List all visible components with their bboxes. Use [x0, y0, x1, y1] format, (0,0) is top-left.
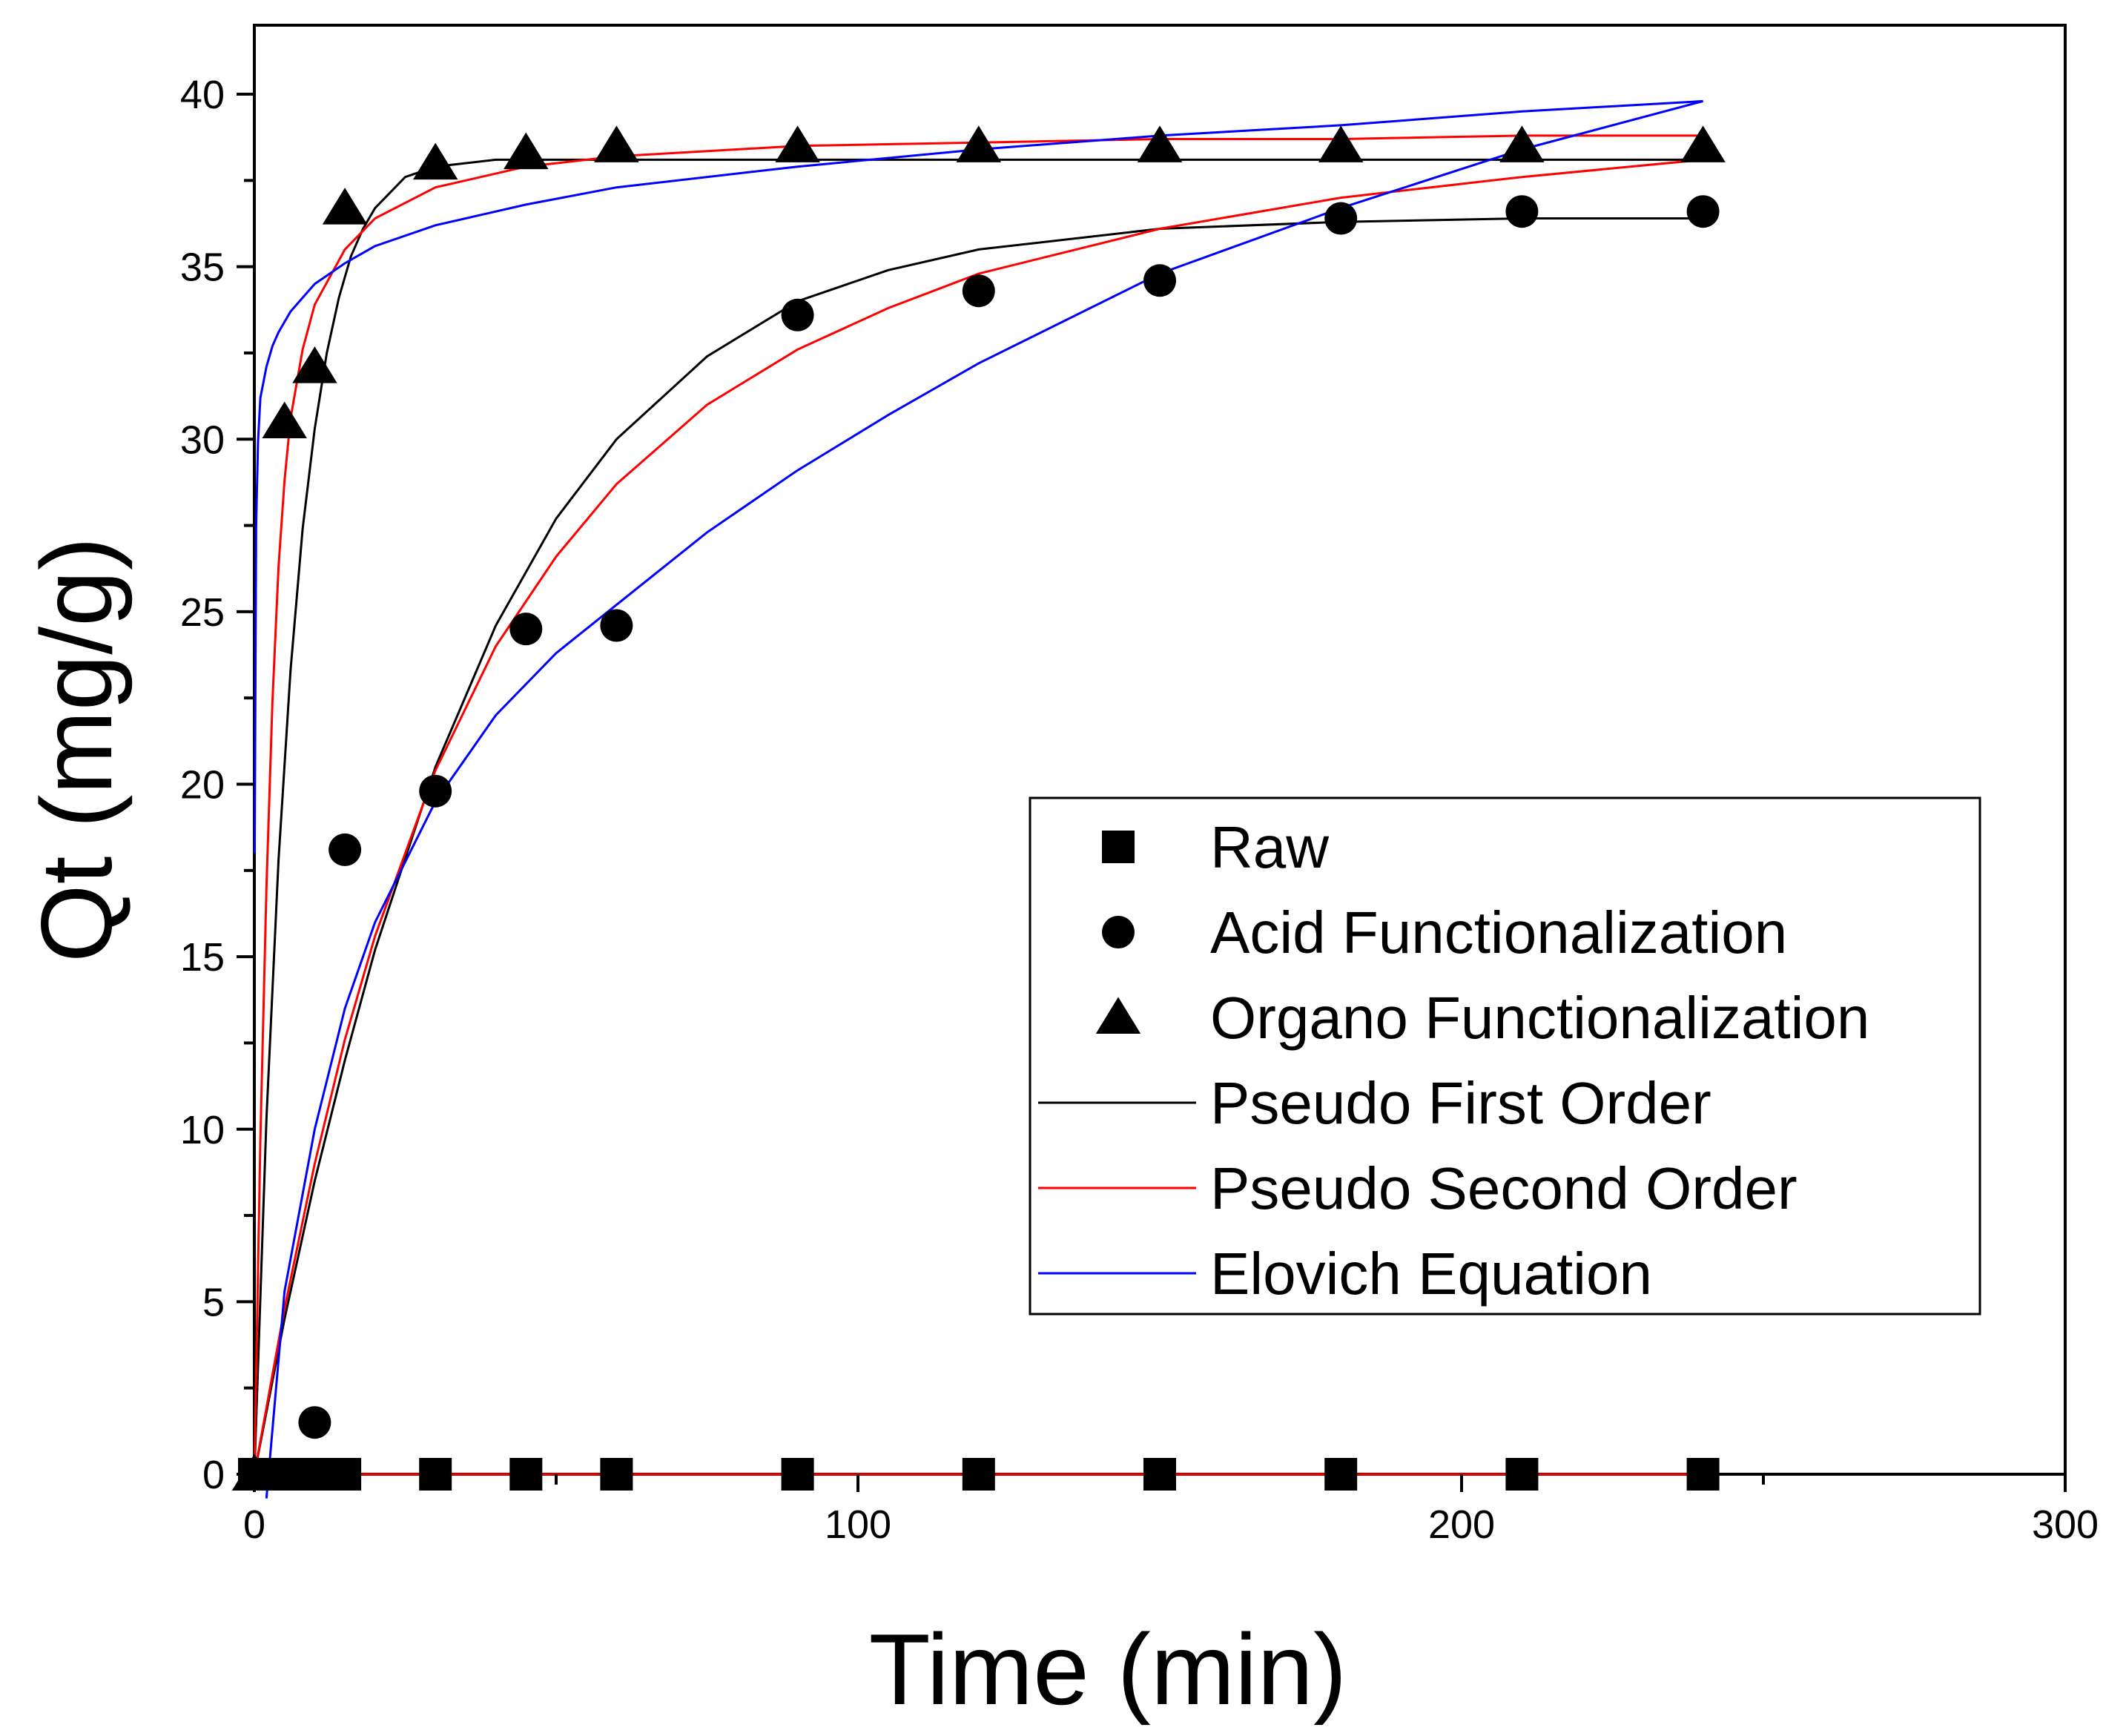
- organo-functionalization-point: [1499, 125, 1545, 162]
- acid-functionalization-point: [1686, 195, 1720, 228]
- organo-functionalization-point: [322, 188, 368, 225]
- raw-point: [298, 1458, 331, 1491]
- legend-acid-functionalization-label: Acid Functionalization: [1210, 900, 1787, 966]
- y-tick-label: 30: [180, 418, 225, 462]
- raw-point: [1505, 1458, 1539, 1491]
- legend-pseudo-second-order-label: Pseudo Second Order: [1210, 1155, 1797, 1221]
- pseudo-second-order-curve: [253, 158, 1703, 1475]
- x-tick-label: 100: [825, 1502, 891, 1547]
- y-tick-label: 15: [180, 935, 225, 980]
- raw-point: [1686, 1458, 1720, 1491]
- y-tick-label: 5: [202, 1280, 225, 1324]
- legend-box: [1029, 796, 1981, 1316]
- acid-functionalization-point: [509, 613, 543, 646]
- organo-functionalization-point: [594, 125, 639, 162]
- legend-organo-functionalization-label: Organo Functionalization: [1210, 985, 1869, 1051]
- raw-point: [1324, 1458, 1358, 1491]
- x-tick-label: 300: [2032, 1502, 2099, 1547]
- pseudo-first-order-curve: [253, 158, 1703, 1475]
- elovich-equation-curve: [265, 99, 1703, 1499]
- x-axis-title: Time (min): [869, 1613, 1347, 1726]
- organo-functionalization-point: [1137, 125, 1183, 162]
- raw-point: [419, 1458, 452, 1491]
- legend-organo-functionalization-symbol: [1095, 997, 1141, 1034]
- acid-functionalization-point: [1324, 202, 1358, 235]
- legend-acid-functionalization-symbol: [1102, 916, 1135, 948]
- y-tick-label: 0: [202, 1453, 225, 1497]
- legend-raw-label: Raw: [1210, 814, 1329, 880]
- acid-functionalization-point: [268, 1458, 301, 1491]
- y-axis-title: Qt (mg/g): [20, 537, 133, 963]
- acid-functionalization-point: [962, 274, 995, 308]
- acid-functionalization-point: [1143, 264, 1176, 297]
- acid-functionalization-point: [329, 833, 362, 866]
- acid-functionalization-point: [1505, 195, 1539, 228]
- raw-point: [781, 1458, 814, 1491]
- organo-functionalization-point: [292, 346, 337, 383]
- legend-raw-symbol: [1102, 831, 1135, 863]
- acid-functionalization-point: [781, 298, 814, 331]
- organo-functionalization-point: [775, 125, 820, 162]
- organo-functionalization-point: [231, 1453, 277, 1491]
- organo-functionalization-point: [262, 401, 307, 439]
- organo-functionalization-point: [956, 125, 1002, 162]
- organo-functionalization-point: [412, 142, 458, 180]
- y-tick-label: 40: [180, 73, 225, 117]
- legend-pseudo-first-order-label: Pseudo First Order: [1210, 1070, 1711, 1136]
- pseudo-first-order-curve: [253, 217, 1703, 1475]
- raw-point: [600, 1458, 633, 1491]
- y-tick-label: 10: [180, 1108, 225, 1152]
- organo-functionalization-point: [1318, 125, 1364, 162]
- y-tick-label: 20: [180, 763, 225, 808]
- x-tick-label: 0: [243, 1502, 265, 1547]
- acid-functionalization-point: [298, 1406, 331, 1439]
- organo-functionalization-point: [504, 132, 549, 170]
- raw-point: [329, 1458, 362, 1491]
- elovich-equation-curve: [253, 99, 1703, 854]
- pseudo-second-order-curve: [253, 134, 1703, 1475]
- raw-point: [962, 1458, 995, 1491]
- acid-functionalization-point: [419, 774, 452, 808]
- raw-point: [509, 1458, 543, 1491]
- acid-functionalization-point: [600, 609, 633, 642]
- legend-elovich-equation-label: Elovich Equation: [1210, 1241, 1652, 1307]
- y-tick-label: 25: [180, 590, 225, 635]
- organo-functionalization-point: [1680, 125, 1726, 162]
- x-tick-label: 200: [1428, 1502, 1495, 1547]
- y-tick-label: 35: [180, 245, 225, 290]
